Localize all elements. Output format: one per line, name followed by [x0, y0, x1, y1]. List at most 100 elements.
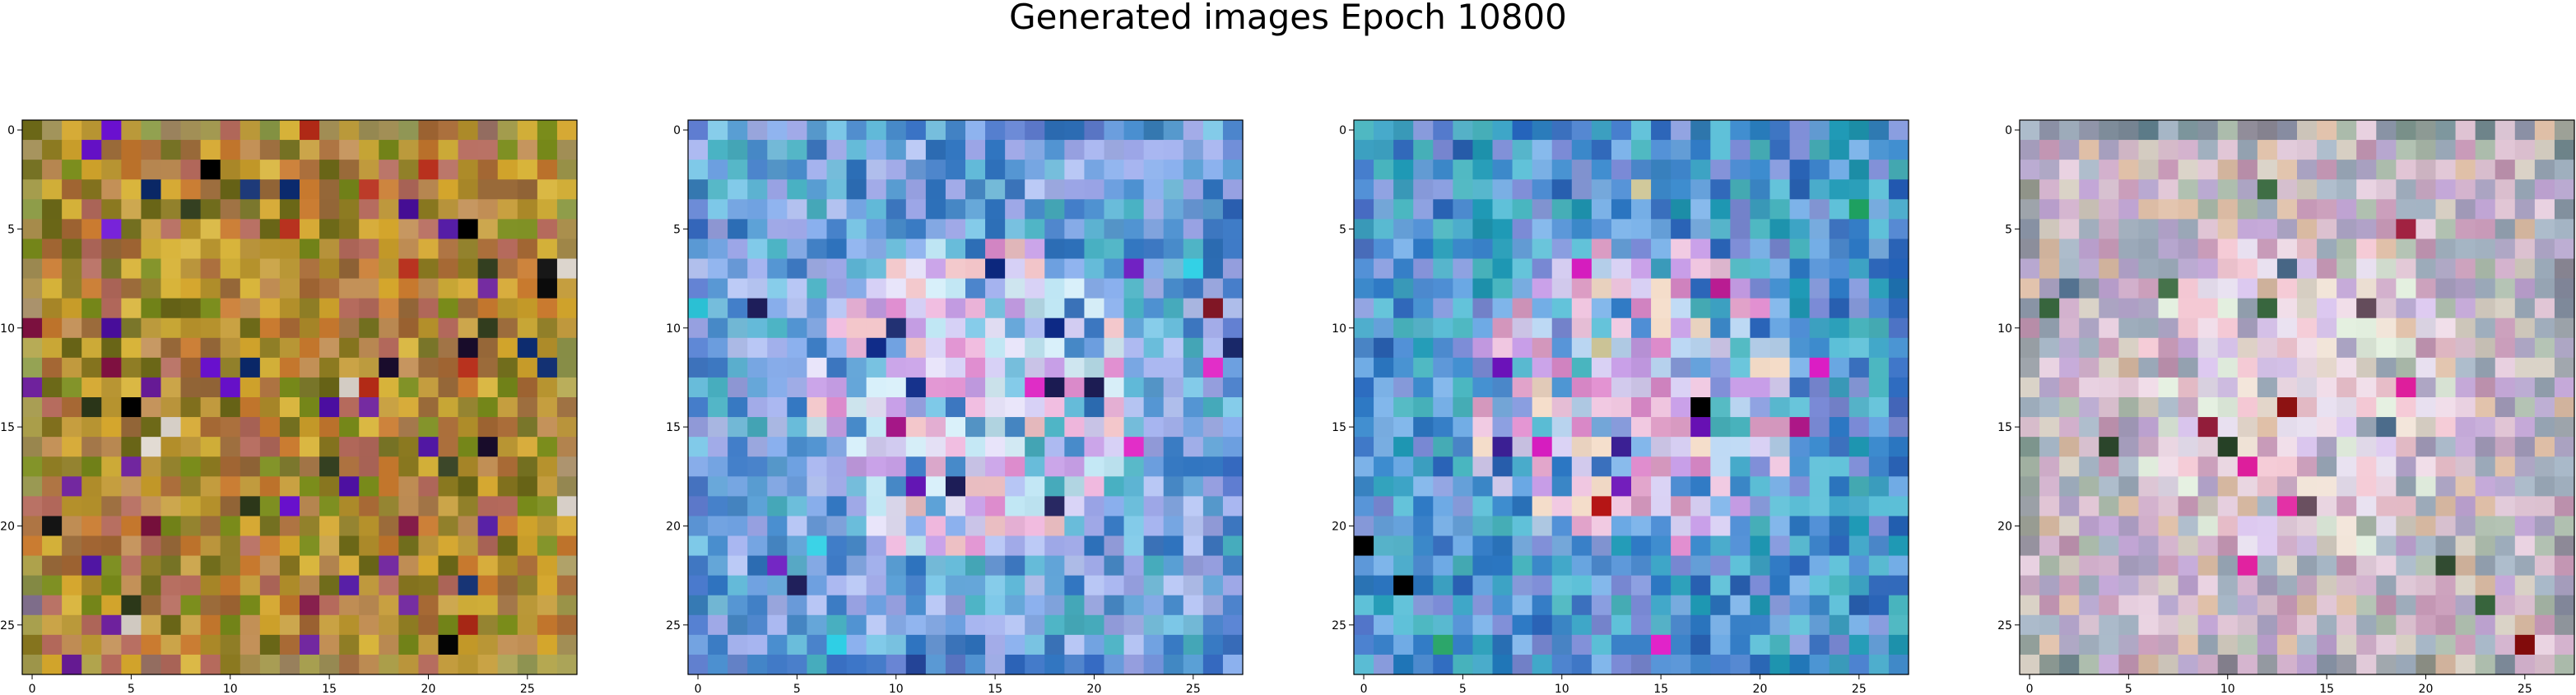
heatmap-cell [1374, 555, 1394, 577]
heatmap-cell [2178, 595, 2199, 616]
heatmap-cell [1025, 456, 1045, 477]
heatmap-cell [2099, 496, 2119, 517]
heatmap-cell [62, 417, 82, 438]
heatmap-cell [1730, 140, 1751, 160]
heatmap-cell [160, 140, 182, 160]
heatmap-cell [279, 417, 300, 438]
heatmap-cell [2534, 555, 2555, 577]
heatmap-cell [807, 575, 828, 596]
heatmap-cell [1710, 614, 1731, 636]
heatmap-cell [2337, 535, 2357, 557]
heatmap-cell [905, 239, 927, 260]
heatmap-cell [1393, 357, 1414, 378]
heatmap-cell [1848, 595, 1870, 616]
heatmap-cell [2495, 555, 2516, 577]
heatmap-cell [2039, 377, 2060, 398]
heatmap-cell [1202, 595, 1224, 616]
heatmap-cell [22, 357, 43, 378]
heatmap-cell [1472, 575, 1494, 596]
heatmap-cell [2297, 377, 2318, 398]
heatmap-cell [807, 535, 828, 557]
heatmap-cell [886, 437, 907, 457]
heatmap-cell [259, 298, 281, 319]
heatmap-cell [1413, 437, 1434, 457]
heatmap-cell [418, 278, 439, 299]
heatmap-cell [101, 437, 122, 457]
heatmap-cell [1393, 278, 1414, 299]
heatmap-cell [1433, 634, 1453, 656]
heatmap-cell [1453, 535, 1474, 557]
heatmap-cell [1453, 179, 1474, 200]
heatmap-cell [1183, 357, 1204, 378]
heatmap-cell [1104, 298, 1125, 319]
heatmap-cell [2039, 496, 2060, 517]
heatmap-cell [398, 239, 420, 260]
y-tick-label: 5 [1339, 223, 1346, 236]
heatmap-cell [141, 595, 162, 616]
heatmap-cell [438, 179, 459, 200]
heatmap-cell [2376, 516, 2397, 537]
heatmap-cell [1064, 496, 1086, 517]
heatmap-cell [22, 120, 43, 141]
heatmap-cell [1769, 179, 1791, 200]
heatmap-cell [418, 120, 439, 141]
heatmap-cell [945, 298, 966, 319]
heatmap-cell [458, 239, 479, 260]
heatmap-cell [1631, 496, 1652, 517]
heatmap-cell [2396, 239, 2417, 260]
heatmap-cell [708, 476, 728, 497]
heatmap-cell [81, 614, 102, 636]
heatmap-cell [2455, 595, 2476, 616]
heatmap-cell [2475, 437, 2496, 457]
heatmap-cell [438, 337, 459, 359]
heatmap-cell [359, 298, 379, 319]
heatmap-cell [1571, 634, 1593, 656]
heatmap-cell [1611, 377, 1632, 398]
heatmap-cell [379, 535, 399, 557]
heatmap-cell [2099, 476, 2119, 497]
heatmap-cell [1631, 199, 1652, 220]
heatmap-cell [359, 634, 379, 656]
heatmap-cell [62, 516, 82, 537]
heatmap-cell [1222, 397, 1244, 418]
heatmap-cell [458, 357, 479, 378]
heatmap-cell [1472, 476, 1494, 497]
heatmap-cells [22, 120, 578, 675]
heatmap-cell [2197, 120, 2219, 141]
heatmap-cell [1671, 595, 1691, 616]
heatmap-cell [22, 496, 43, 517]
heatmap-cell [1433, 654, 1453, 675]
heatmap-cell [2257, 140, 2278, 160]
heatmap-cell [925, 258, 946, 280]
heatmap-cell [688, 417, 709, 438]
heatmap-cell [556, 595, 578, 616]
heatmap-cell [418, 575, 439, 596]
heatmap-cell [1472, 357, 1494, 378]
heatmap-cell [121, 377, 142, 398]
heatmap-cell [2455, 535, 2476, 557]
heatmap-cell [438, 199, 459, 220]
heatmap-cell [866, 417, 887, 438]
heatmap-cell [438, 456, 459, 477]
heatmap-cell [22, 595, 43, 616]
heatmap-cell [1433, 476, 1453, 497]
heatmap-cell [2297, 179, 2318, 200]
heatmap-cell [319, 575, 340, 596]
heatmap-cell [1354, 397, 1374, 418]
heatmap-cell [2376, 634, 2397, 656]
heatmap-cell [1183, 456, 1204, 477]
heatmap-cell [1453, 377, 1474, 398]
heatmap-cell [81, 516, 102, 537]
heatmap-cell [141, 357, 162, 378]
heatmap-cell [1512, 417, 1533, 438]
heatmap-cell [517, 239, 538, 260]
heatmap-cell [2435, 219, 2457, 240]
heatmap-cell [886, 239, 907, 260]
heatmap-cell [2257, 219, 2278, 240]
heatmap-cell [359, 377, 379, 398]
heatmap-cell [2276, 258, 2298, 280]
heatmap-cell [945, 456, 966, 477]
heatmap-cell [2356, 239, 2377, 260]
heatmap-cell [2276, 140, 2298, 160]
